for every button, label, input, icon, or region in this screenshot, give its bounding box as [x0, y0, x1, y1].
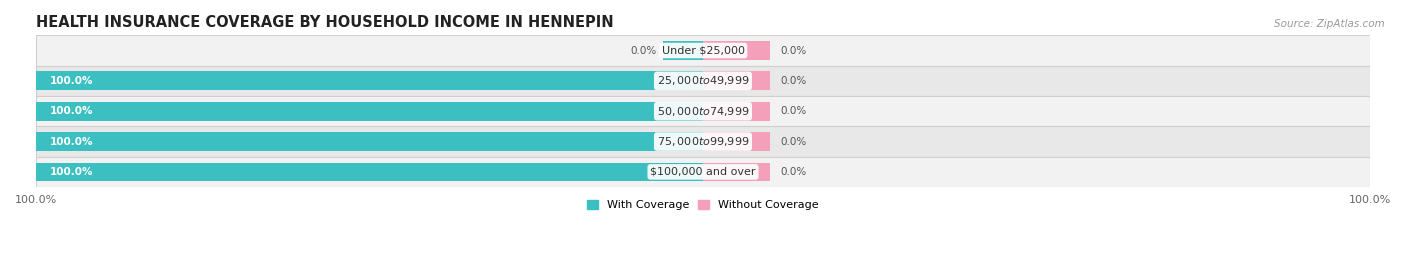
Text: $25,000 to $49,999: $25,000 to $49,999: [657, 74, 749, 87]
Text: 100.0%: 100.0%: [49, 106, 93, 116]
Text: 0.0%: 0.0%: [780, 167, 807, 177]
Bar: [37, 66, 1369, 96]
Text: 0.0%: 0.0%: [780, 45, 807, 55]
Text: 100.0%: 100.0%: [49, 76, 93, 86]
Bar: [37, 35, 1369, 66]
Text: 0.0%: 0.0%: [630, 45, 657, 55]
Text: 0.0%: 0.0%: [780, 137, 807, 147]
Text: 0.0%: 0.0%: [780, 76, 807, 86]
Bar: [703, 102, 769, 121]
Bar: [703, 41, 769, 60]
Bar: [37, 96, 1369, 126]
Text: 100.0%: 100.0%: [49, 137, 93, 147]
Text: HEALTH INSURANCE COVERAGE BY HOUSEHOLD INCOME IN HENNEPIN: HEALTH INSURANCE COVERAGE BY HOUSEHOLD I…: [37, 15, 614, 30]
Bar: [37, 132, 703, 151]
Bar: [37, 162, 703, 181]
Bar: [37, 157, 1369, 187]
Bar: [703, 162, 769, 181]
Text: $100,000 and over: $100,000 and over: [650, 167, 756, 177]
Text: Under $25,000: Under $25,000: [661, 45, 745, 55]
Bar: [37, 126, 1369, 157]
Text: $75,000 to $99,999: $75,000 to $99,999: [657, 135, 749, 148]
Text: Source: ZipAtlas.com: Source: ZipAtlas.com: [1274, 19, 1385, 29]
Bar: [37, 72, 703, 90]
Bar: [37, 102, 703, 121]
Bar: [664, 41, 703, 60]
Text: 0.0%: 0.0%: [780, 106, 807, 116]
Legend: With Coverage, Without Coverage: With Coverage, Without Coverage: [582, 196, 824, 215]
Bar: [703, 72, 769, 90]
Text: 100.0%: 100.0%: [49, 167, 93, 177]
Text: $50,000 to $74,999: $50,000 to $74,999: [657, 105, 749, 118]
Bar: [703, 132, 769, 151]
